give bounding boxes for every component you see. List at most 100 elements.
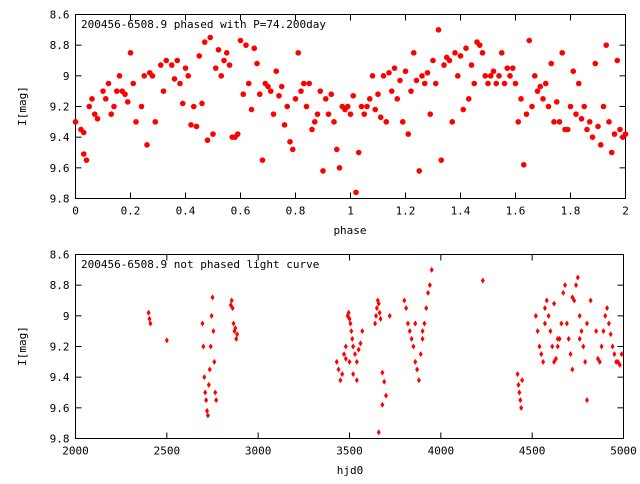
data-point: [563, 282, 568, 289]
data-point: [127, 50, 134, 56]
data-point: [577, 312, 582, 319]
data-point: [298, 88, 304, 94]
data-point: [382, 378, 387, 385]
data-point: [420, 328, 425, 335]
data-point: [612, 351, 617, 358]
data-point: [610, 343, 615, 350]
data-point: [501, 80, 508, 87]
data-point: [354, 358, 359, 365]
data-point: [179, 100, 186, 107]
y-tick-label: 9.2: [50, 341, 70, 354]
data-point: [343, 355, 348, 362]
data-point: [592, 60, 599, 67]
data-point: [485, 80, 491, 87]
data-point: [193, 123, 200, 130]
data-point: [384, 392, 389, 399]
data-points: [72, 27, 629, 196]
x-tick-label: 1.2: [396, 205, 416, 218]
data-point: [555, 343, 560, 350]
data-point: [235, 331, 240, 338]
data-point: [457, 53, 464, 59]
data-point: [149, 73, 156, 79]
data-point: [208, 343, 213, 350]
data-point: [254, 60, 260, 67]
data-point: [427, 282, 432, 289]
data-point: [402, 297, 407, 304]
data-point: [325, 111, 332, 117]
data-point: [581, 343, 586, 350]
data-point: [273, 68, 280, 75]
data-point: [383, 119, 390, 125]
data-point: [559, 50, 566, 56]
data-point: [86, 103, 93, 110]
data-point: [386, 69, 392, 76]
data-point: [611, 131, 618, 137]
data-point: [226, 62, 233, 68]
data-point: [343, 343, 348, 350]
x-tick-label: 2500: [154, 445, 181, 458]
data-point: [531, 73, 538, 79]
x-tick-label: 3000: [245, 445, 272, 458]
data-point: [233, 325, 238, 332]
y-tick-label: 9.4: [50, 131, 70, 144]
data-point: [205, 412, 210, 419]
data-point: [377, 114, 384, 121]
y-tick-label: 9.4: [50, 371, 70, 384]
x-tick-label: 0.8: [286, 205, 306, 218]
data-point: [256, 91, 263, 98]
data-point: [584, 126, 590, 133]
data-point: [141, 73, 148, 79]
data-point: [355, 149, 362, 156]
data-point: [540, 96, 546, 102]
data-point: [468, 62, 475, 68]
data-point: [516, 381, 521, 388]
unphased-light-curve-panel: 2000 2500 3000 3500 4000 4500 5000 8.6 8.8 9 9.2 9…: [16, 249, 637, 478]
data-point: [595, 123, 601, 130]
data-point: [347, 358, 352, 365]
data-point: [72, 119, 79, 125]
data-point: [548, 60, 555, 67]
data-point: [102, 96, 109, 102]
data-point: [373, 320, 378, 327]
data-point: [210, 294, 215, 301]
x-tick-label: 0.6: [231, 205, 251, 218]
data-point: [490, 68, 497, 75]
data-point: [200, 320, 205, 327]
data-point: [336, 366, 341, 373]
data-point: [350, 92, 357, 99]
data-point: [416, 377, 421, 384]
data-point: [163, 57, 170, 64]
data-point: [606, 320, 611, 327]
data-point: [295, 50, 302, 56]
data-point: [597, 358, 602, 365]
x-tick-label: 0.4: [176, 205, 196, 218]
data-point: [504, 65, 511, 71]
data-point: [479, 50, 486, 56]
data-point: [394, 96, 401, 102]
x-tick-label: 0: [72, 205, 79, 218]
data-point: [204, 137, 211, 144]
data-point: [575, 274, 580, 281]
data-point: [551, 119, 557, 125]
data-point: [320, 168, 326, 174]
data-point: [600, 103, 607, 110]
data-point: [213, 389, 218, 396]
data-point: [515, 371, 520, 378]
data-points: [146, 266, 624, 436]
data-point: [402, 68, 409, 75]
data-point: [608, 331, 613, 338]
data-point: [372, 106, 379, 113]
data-point: [119, 88, 126, 94]
data-point: [410, 50, 417, 56]
data-point: [517, 389, 522, 396]
data-point: [351, 343, 356, 350]
data-point: [570, 294, 575, 301]
data-point: [380, 401, 385, 408]
data-point: [259, 157, 266, 163]
data-point: [542, 80, 549, 87]
data-point: [358, 340, 363, 347]
data-point: [408, 88, 414, 94]
y-tick-label: 8.6: [50, 249, 70, 262]
data-point: [399, 119, 406, 125]
data-point: [369, 73, 376, 79]
